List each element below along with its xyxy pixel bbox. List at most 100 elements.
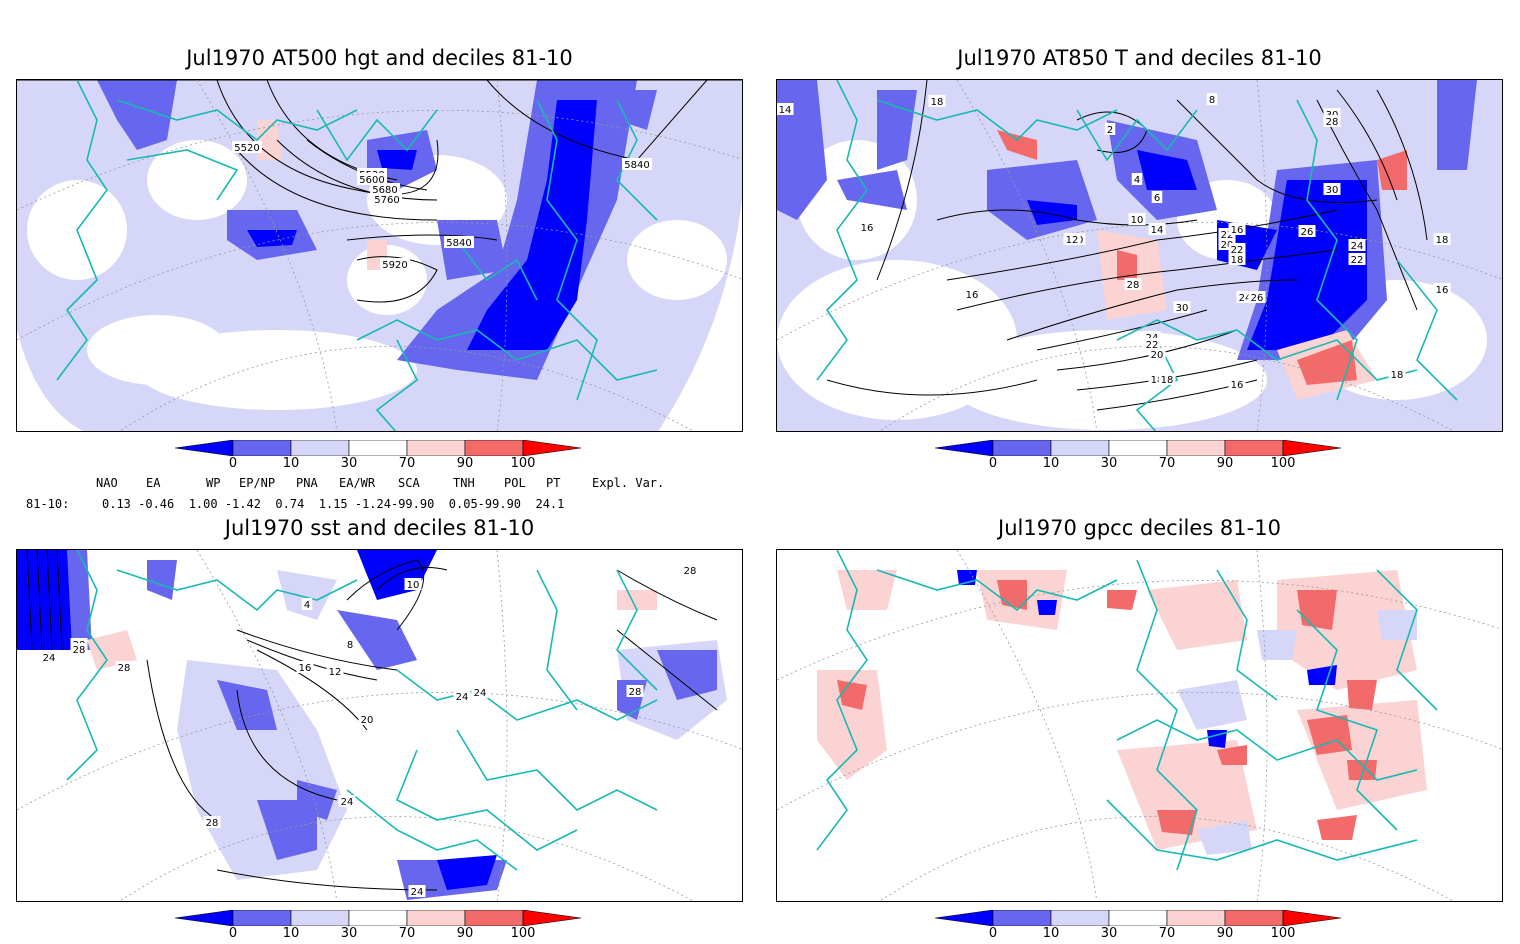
index-header: POL	[504, 476, 526, 490]
colorbar-segment	[175, 440, 234, 456]
map-panel-t850: 1418222020181616121014161822242628302422…	[776, 79, 1503, 432]
contour-label: 22	[1221, 230, 1234, 241]
contour-label: 30	[1176, 303, 1189, 314]
colorbar-tick-label: 0	[988, 456, 998, 471]
contour-label: 16	[299, 663, 312, 674]
colorbar-segment	[992, 440, 1052, 456]
colorbar-segment	[1224, 910, 1284, 926]
colorbar-tick-label: 10	[282, 456, 300, 471]
contour-label: 22	[1146, 340, 1159, 351]
colorbar-segment	[522, 440, 582, 456]
index-header: PNA	[296, 476, 318, 490]
colorbar-segment	[522, 910, 582, 926]
index-header: Expl. Var.	[592, 476, 665, 490]
colorbar-tick-label: 0	[228, 926, 238, 941]
contour-label: 26	[1301, 227, 1314, 238]
colorbar-segment	[232, 910, 292, 926]
colorbar-segment	[406, 910, 466, 926]
contour-label: 2	[1107, 125, 1113, 136]
contour-label: 18	[1161, 375, 1174, 386]
colorbar-segment	[290, 440, 350, 456]
index-header: SCA	[398, 476, 420, 490]
contour-label: 28	[1326, 117, 1339, 128]
contour-label: 8	[347, 640, 353, 651]
contour-label: 16	[861, 223, 874, 234]
contour-label: 28	[629, 687, 642, 698]
colorbar-3: 0 10 30 70 90 100	[175, 910, 585, 944]
contour-label: 10	[1131, 215, 1144, 226]
contour-label: 28	[118, 663, 131, 674]
contour-label: 30	[1326, 185, 1339, 196]
colorbar-segment	[1166, 440, 1226, 456]
colorbar-tick-label: 30	[1100, 456, 1118, 471]
contour-label: 24	[1239, 293, 1252, 304]
colorbar-segment	[348, 440, 408, 456]
colorbar-segment	[175, 910, 234, 926]
contour-label: 24	[43, 653, 56, 664]
colorbar-segment	[1050, 440, 1110, 456]
colorbar-tick-label: 90	[1216, 456, 1234, 471]
index-header: WP	[206, 476, 221, 490]
contour-label: 18	[931, 97, 944, 108]
contour-label: 26	[1251, 293, 1264, 304]
colorbar-segment	[290, 910, 350, 926]
panel-title-t850: Jul1970 AT850 T and deciles 81-10	[957, 46, 1322, 70]
colorbar-tick-label: 100	[1270, 456, 1296, 471]
panel-title-sst: Jul1970 sst and deciles 81-10	[224, 516, 535, 540]
map-panel-sst: 28282428281612841020242424282428	[16, 549, 743, 902]
colorbar-tick-label: 70	[398, 926, 416, 941]
contour-label: 24	[474, 688, 487, 699]
colorbar-tick-label: 70	[1158, 926, 1176, 941]
colorbar-segment	[464, 910, 524, 926]
colorbar-tick-label: 0	[988, 926, 998, 941]
colorbar-tick-label: 90	[1216, 926, 1234, 941]
contour-label: 5920	[382, 260, 407, 271]
contour-label: 18	[1436, 235, 1449, 246]
panel-title-gpcc: Jul1970 gpcc deciles 81-10	[998, 516, 1281, 540]
contour-label: 24	[411, 887, 424, 898]
contour-label: 18	[1151, 375, 1164, 386]
contour-label: 5680	[372, 185, 397, 196]
contour-label: 5760	[374, 195, 399, 206]
contour-label: 16	[1436, 285, 1449, 296]
map-panel-gpcc	[776, 549, 1503, 902]
contour-label: 14	[779, 105, 792, 116]
contour-label: 14	[1151, 225, 1164, 236]
contour-label: 20	[1151, 350, 1164, 361]
colorbar-tick-label: 30	[1100, 926, 1118, 941]
contour-label: 20	[361, 715, 374, 726]
colorbar-tick-label: 30	[340, 926, 358, 941]
index-header: EA	[146, 476, 161, 490]
contour-label: 4	[304, 600, 310, 611]
colorbar-segment	[1282, 910, 1342, 926]
colorbar-tick-label: 100	[510, 456, 536, 471]
colorbar-4: 0 10 30 70 90 100	[935, 910, 1345, 944]
colorbar-segment	[1224, 440, 1284, 456]
colorbar-tick-label: 90	[456, 456, 474, 471]
colorbar-segment	[1282, 440, 1342, 456]
map-panel-hgt: 55205520560056805760584059205840	[16, 79, 743, 432]
contour-label: 22	[1351, 255, 1364, 266]
panel-title-hgt: Jul1970 AT500 hgt and deciles 81-10	[186, 46, 573, 70]
index-header: EA/WR	[339, 476, 376, 490]
contour-label: 16	[966, 290, 979, 301]
contour-label: 28	[684, 566, 697, 577]
contour-label: 4	[1134, 175, 1140, 186]
contour-label: 24	[456, 692, 469, 703]
colorbar-tick-label: 10	[1042, 456, 1060, 471]
colorbar-segment	[935, 440, 994, 456]
colorbar-segment	[464, 440, 524, 456]
index-row-label: 81-10:	[26, 497, 70, 511]
contour-label: 16	[1231, 225, 1244, 236]
contour-label: 28	[206, 818, 219, 829]
colorbar-1: 0 10 30 70 90 100	[175, 440, 585, 474]
index-values: 0.13 -0.46 1.00 -1.42 0.74 1.15 -1.24-99…	[102, 497, 565, 511]
colorbar-tick-label: 70	[398, 456, 416, 471]
colorbar-tick-label: 30	[340, 456, 358, 471]
contour-label: 8	[1209, 95, 1215, 106]
contour-label: 24	[341, 797, 354, 808]
contour-label: 28	[73, 645, 86, 656]
colorbar-tick-label: 70	[1158, 456, 1176, 471]
index-header: TNH	[453, 476, 475, 490]
contour-label: 28	[1127, 280, 1140, 291]
